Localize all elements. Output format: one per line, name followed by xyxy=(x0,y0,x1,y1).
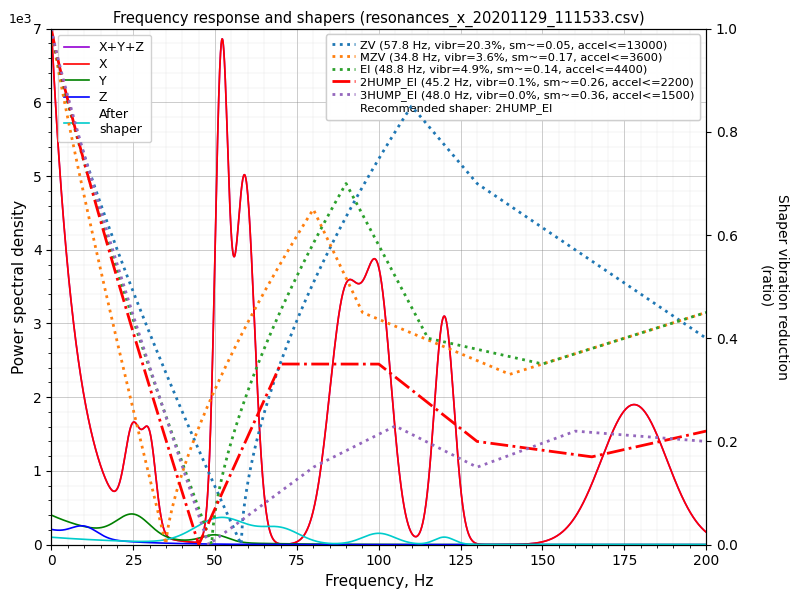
Legend: ZV (57.8 Hz, vibr=20.3%, sm~=0.05, accel<=13000), MZV (34.8 Hz, vibr=3.6%, sm~=0: ZV (57.8 Hz, vibr=20.3%, sm~=0.05, accel… xyxy=(326,34,701,120)
Y-axis label: Shaper vibration reduction
(ratio): Shaper vibration reduction (ratio) xyxy=(758,194,789,380)
Y-axis label: Power spectral density: Power spectral density xyxy=(12,200,27,374)
Text: 1e3: 1e3 xyxy=(9,13,32,26)
Title: Frequency response and shapers (resonances_x_20201129_111533.csv): Frequency response and shapers (resonanc… xyxy=(113,11,645,28)
X-axis label: Frequency, Hz: Frequency, Hz xyxy=(325,574,433,589)
